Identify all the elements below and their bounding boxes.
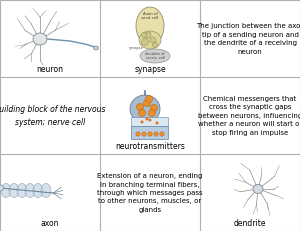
Text: synapse: synapse — [129, 46, 143, 50]
Circle shape — [151, 104, 158, 112]
Circle shape — [146, 95, 152, 103]
Circle shape — [142, 39, 148, 46]
Circle shape — [143, 100, 151, 106]
Circle shape — [148, 109, 155, 116]
FancyBboxPatch shape — [131, 127, 169, 140]
Ellipse shape — [1, 183, 11, 198]
Circle shape — [152, 43, 158, 48]
Text: The junction between the axon
tip of a sending neuron and
the dendrite of a rece: The junction between the axon tip of a s… — [196, 23, 300, 55]
Text: neuron: neuron — [37, 65, 64, 74]
Circle shape — [154, 132, 158, 136]
Ellipse shape — [139, 31, 161, 49]
Circle shape — [139, 109, 145, 116]
Text: dendrite: dendrite — [234, 219, 266, 228]
Text: Chemical messengers that
cross the synaptic gaps
between neurons, influencing
wh: Chemical messengers that cross the synap… — [198, 96, 300, 136]
Ellipse shape — [33, 183, 43, 198]
Ellipse shape — [17, 183, 27, 198]
FancyBboxPatch shape — [131, 118, 169, 127]
Text: dendrite of
receiv. cell: dendrite of receiv. cell — [145, 52, 165, 60]
Circle shape — [146, 118, 148, 121]
Ellipse shape — [0, 185, 4, 191]
Circle shape — [140, 121, 143, 124]
Circle shape — [145, 32, 151, 38]
Circle shape — [136, 103, 143, 110]
Circle shape — [148, 132, 152, 136]
Ellipse shape — [94, 46, 98, 50]
Circle shape — [142, 132, 146, 136]
Text: synapse: synapse — [134, 65, 166, 74]
Text: Axon of
send cell: Axon of send cell — [141, 12, 159, 20]
Ellipse shape — [130, 95, 160, 123]
Ellipse shape — [136, 7, 164, 45]
Text: axon: axon — [41, 219, 59, 228]
Circle shape — [155, 122, 158, 125]
Circle shape — [150, 37, 156, 43]
Circle shape — [160, 132, 164, 136]
Ellipse shape — [253, 185, 263, 194]
Circle shape — [148, 119, 152, 122]
Ellipse shape — [41, 183, 51, 198]
Ellipse shape — [9, 183, 19, 198]
Circle shape — [142, 33, 146, 37]
Text: Building block of the nervous
system; nerve cell: Building block of the nervous system; ne… — [0, 105, 106, 127]
Ellipse shape — [33, 33, 47, 45]
Circle shape — [136, 132, 140, 136]
Ellipse shape — [25, 183, 35, 198]
Text: Extension of a neuron, ending
in branching terminal fibers,
through which messag: Extension of a neuron, ending in branchi… — [97, 173, 203, 213]
Ellipse shape — [140, 49, 170, 63]
Text: neurotransmitters: neurotransmitters — [115, 142, 185, 151]
